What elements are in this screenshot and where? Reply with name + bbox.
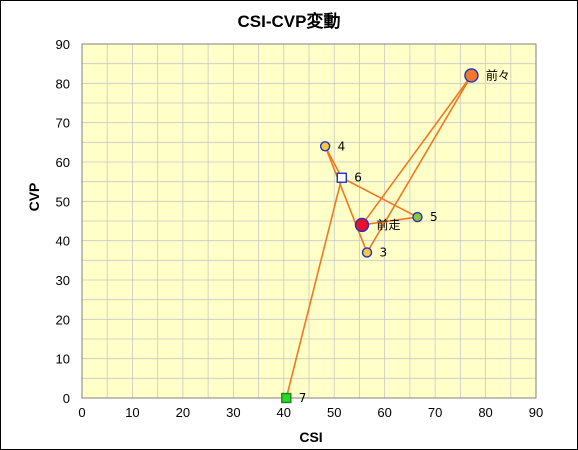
- path-segment: [324, 145, 368, 253]
- y-tick-label: 80: [56, 76, 70, 91]
- x-tick-label: 30: [226, 405, 240, 420]
- y-tick-label: 40: [56, 234, 70, 249]
- x-tick-label: 50: [327, 405, 341, 420]
- path-segment: [366, 75, 473, 253]
- chart-title: CSI-CVP変動: [238, 11, 341, 31]
- x-tick-label: 70: [428, 405, 442, 420]
- y-tick-label: 60: [56, 155, 70, 170]
- y-tick-label: 20: [56, 312, 70, 327]
- y-tick-label: 70: [56, 116, 70, 131]
- data-point: [319, 141, 331, 152]
- x-tick-label: 0: [78, 405, 85, 420]
- x-tick-label: 90: [529, 405, 543, 420]
- y-tick-label: 90: [56, 37, 70, 52]
- y-tick-label: 30: [56, 273, 70, 288]
- point-label: 5: [430, 210, 438, 224]
- data-point: [336, 172, 347, 183]
- x-axis-label: CSI: [299, 429, 322, 445]
- point-label: 前々: [486, 67, 510, 82]
- data-point: [464, 68, 479, 83]
- data-point: [361, 247, 373, 258]
- x-tick-label: 40: [277, 405, 291, 420]
- x-tick-label: 10: [125, 405, 139, 420]
- point-label: 前走: [376, 217, 400, 232]
- path-segment: [361, 216, 418, 226]
- path-segment: [341, 177, 418, 218]
- x-tick-label: 20: [176, 405, 190, 420]
- y-tick-label: 50: [56, 194, 70, 209]
- point-label: 6: [354, 171, 362, 185]
- point-label: 7: [299, 391, 307, 405]
- data-point: [354, 217, 370, 233]
- path-segment: [361, 74, 473, 226]
- x-tick-label: 80: [478, 405, 492, 420]
- point-label: 3: [380, 245, 388, 259]
- plot-border: [81, 43, 537, 399]
- data-point: [281, 392, 292, 404]
- data-point: [412, 211, 423, 223]
- x-tick-label: 60: [377, 405, 391, 420]
- y-tick-label: 0: [63, 391, 70, 406]
- path-segment: [285, 177, 343, 399]
- y-axis-label: CVP: [26, 183, 42, 212]
- y-tick-label: 10: [56, 352, 70, 367]
- plot-area: 0 10 20 30 40 50 60 70 80 90 0 10 20 30 40 50 60 70 80 90 前々…: [56, 37, 544, 420]
- point-label: 4: [338, 139, 346, 153]
